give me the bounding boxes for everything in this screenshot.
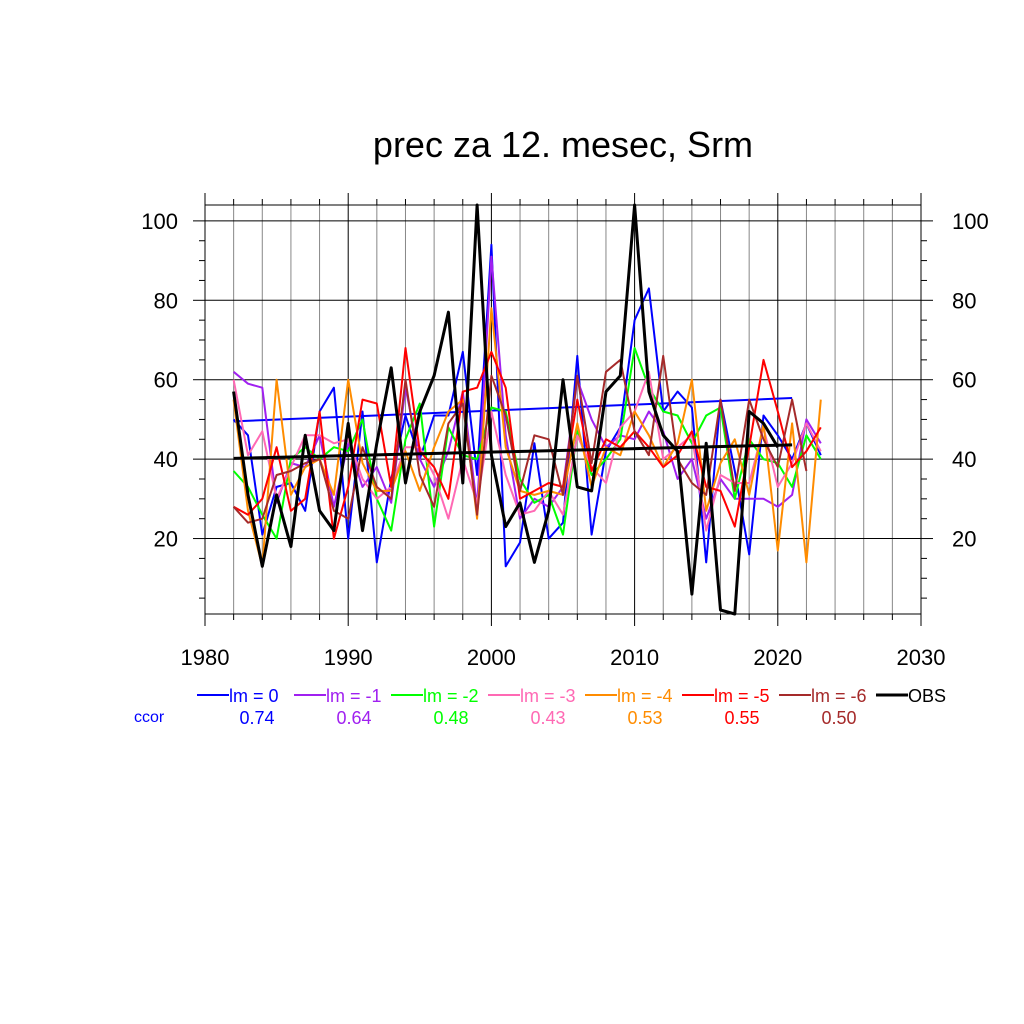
ccor-value: 0.74 — [239, 708, 274, 728]
legend-label: lm = -4 — [617, 686, 673, 706]
y-tick-label-right: 60 — [952, 368, 976, 393]
ccor-value: 0.43 — [530, 708, 565, 728]
y-tick-label: 20 — [154, 527, 178, 552]
legend-label: OBS — [908, 686, 946, 706]
x-tick-label: 2020 — [753, 645, 802, 670]
ccor-value: 0.50 — [821, 708, 856, 728]
y-tick-label: 100 — [141, 209, 178, 234]
y-tick-label: 60 — [154, 368, 178, 393]
obs-line — [232, 203, 780, 616]
legend-label: lm = -2 — [423, 686, 479, 706]
x-tick-label: 1980 — [181, 645, 230, 670]
series-line-3 — [232, 370, 822, 532]
x-tick-label: 2030 — [897, 645, 946, 670]
legend-label: lm = -3 — [520, 686, 576, 706]
chart-title: prec za 12. mesec, Srm — [373, 124, 753, 165]
x-tick-label: 2010 — [610, 645, 659, 670]
y-tick-label: 40 — [154, 447, 178, 472]
y-tick-label-right: 20 — [952, 527, 976, 552]
series-line-1 — [232, 255, 822, 520]
series-layer — [232, 203, 822, 616]
series-line-4 — [232, 307, 822, 568]
legend-label: lm = -1 — [326, 686, 382, 706]
x-tick-label: 1990 — [324, 645, 373, 670]
series-line-6 — [232, 354, 808, 524]
y-tick-label-right: 80 — [952, 288, 976, 313]
plot-frame — [204, 204, 922, 615]
ccor-value: 0.53 — [627, 708, 662, 728]
ccor-label: ccor — [134, 709, 165, 726]
ccor-value: 0.64 — [336, 708, 371, 728]
x-tick-label: 2000 — [467, 645, 516, 670]
legend-label: lm = 0 — [229, 686, 279, 706]
ccor-value: 0.55 — [724, 708, 759, 728]
legend-label: lm = -5 — [714, 686, 770, 706]
ccor-value: 0.48 — [433, 708, 468, 728]
series-line-5 — [233, 347, 822, 540]
legend-label: lm = -6 — [811, 686, 867, 706]
chart-grid — [205, 205, 921, 614]
y-tick-label-right: 40 — [952, 447, 976, 472]
series-line-2 — [232, 347, 822, 540]
series-line-0 — [232, 243, 822, 568]
obs-trend-line — [233, 443, 793, 460]
y-tick-label-right: 100 — [952, 209, 989, 234]
y-tick-label: 80 — [154, 288, 178, 313]
trend-line-0 — [233, 396, 793, 423]
